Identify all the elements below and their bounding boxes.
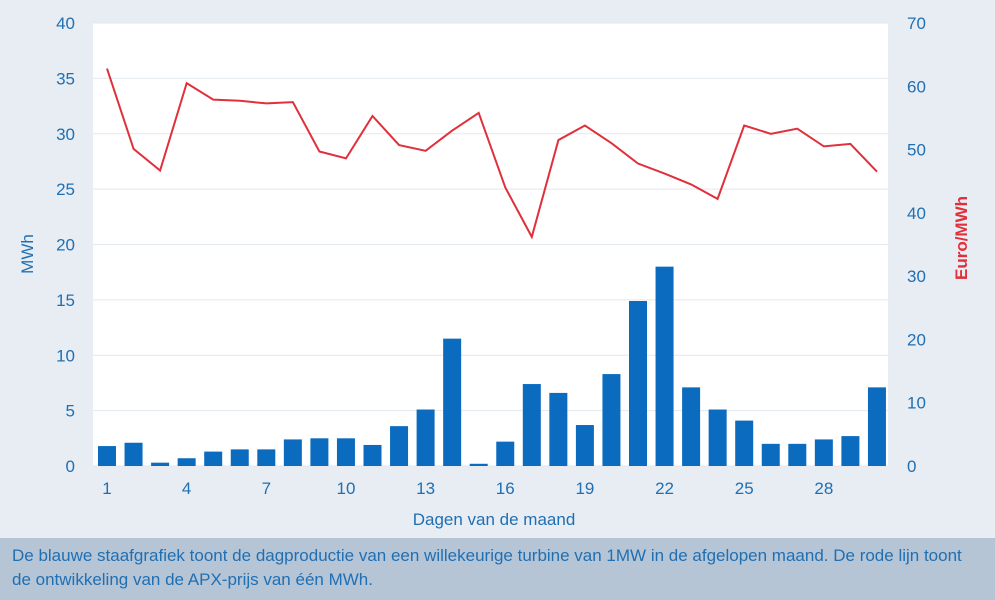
x-axis-title: Dagen van de maand xyxy=(413,510,576,529)
bar xyxy=(814,439,833,466)
bar xyxy=(363,444,382,466)
x-tick-label: 13 xyxy=(416,479,435,498)
y-left-tick-label: 10 xyxy=(56,346,75,365)
y-left-tick-label: 25 xyxy=(56,180,75,199)
y-axis-right-title: Euro/MWh xyxy=(952,196,971,280)
x-tick-label: 16 xyxy=(496,479,515,498)
bar xyxy=(336,438,355,466)
bar xyxy=(124,442,143,466)
y-right-tick-label: 30 xyxy=(907,267,926,286)
y-right-tick-label: 40 xyxy=(907,204,926,223)
x-axis-ticks: 1 4 7 10 13 16 19 22 25 28 xyxy=(102,479,833,498)
y-right-tick-label: 60 xyxy=(907,77,926,96)
y-left-tick-label: 40 xyxy=(56,14,75,33)
bar xyxy=(841,436,860,466)
bar xyxy=(867,387,886,466)
bar xyxy=(469,463,488,466)
bar xyxy=(575,425,594,466)
gridlines xyxy=(93,22,888,467)
price-line xyxy=(106,68,878,240)
left-axis-ticks: 0 5 10 15 20 25 30 35 40 xyxy=(56,14,75,476)
bar xyxy=(390,426,409,466)
bar xyxy=(655,266,674,466)
y-left-tick-label: 20 xyxy=(56,236,75,255)
y-left-tick-label: 15 xyxy=(56,291,75,310)
y-left-tick-label: 0 xyxy=(66,457,75,476)
caption: De blauwe staafgrafiek toont de dagprodu… xyxy=(0,538,995,600)
bar xyxy=(177,458,196,466)
y-right-tick-label: 50 xyxy=(907,141,926,160)
y-axis-left-title: MWh xyxy=(18,234,37,274)
bar xyxy=(549,392,568,466)
y-right-tick-label: 20 xyxy=(907,330,926,349)
bar xyxy=(151,462,170,466)
bar xyxy=(629,300,647,466)
y-left-tick-label: 5 xyxy=(66,402,75,421)
bar-series xyxy=(98,266,886,466)
bar xyxy=(522,384,541,466)
x-tick-label: 7 xyxy=(262,479,271,498)
y-right-tick-label: 10 xyxy=(907,394,926,413)
bar xyxy=(98,446,116,466)
bar xyxy=(682,387,701,466)
bar xyxy=(416,409,435,466)
x-tick-label: 10 xyxy=(336,479,355,498)
y-right-tick-label: 70 xyxy=(907,14,926,33)
bar xyxy=(443,338,462,466)
x-tick-label: 28 xyxy=(814,479,833,498)
right-axis-ticks: 0 10 20 30 40 50 60 70 xyxy=(907,14,926,476)
x-tick-label: 22 xyxy=(655,479,674,498)
x-tick-label: 25 xyxy=(735,479,754,498)
bar xyxy=(602,374,621,466)
y-left-tick-label: 30 xyxy=(56,125,75,144)
bar xyxy=(230,449,249,466)
x-tick-label: 19 xyxy=(575,479,594,498)
bar xyxy=(310,438,329,466)
bar xyxy=(496,441,515,466)
y-right-tick-label: 0 xyxy=(907,457,916,476)
bar xyxy=(708,409,727,466)
x-tick-label: 4 xyxy=(182,479,191,498)
bar xyxy=(204,451,223,466)
bar xyxy=(735,420,754,466)
bar xyxy=(283,439,302,466)
bar xyxy=(257,449,276,466)
chart: 0 5 10 15 20 25 30 35 40 0 10 20 30 40 50 60 70 1 4 7 10 13… xyxy=(18,14,971,529)
x-tick-label: 1 xyxy=(102,479,111,498)
y-left-tick-label: 35 xyxy=(56,69,75,88)
bar xyxy=(761,443,780,466)
bar xyxy=(788,443,807,466)
